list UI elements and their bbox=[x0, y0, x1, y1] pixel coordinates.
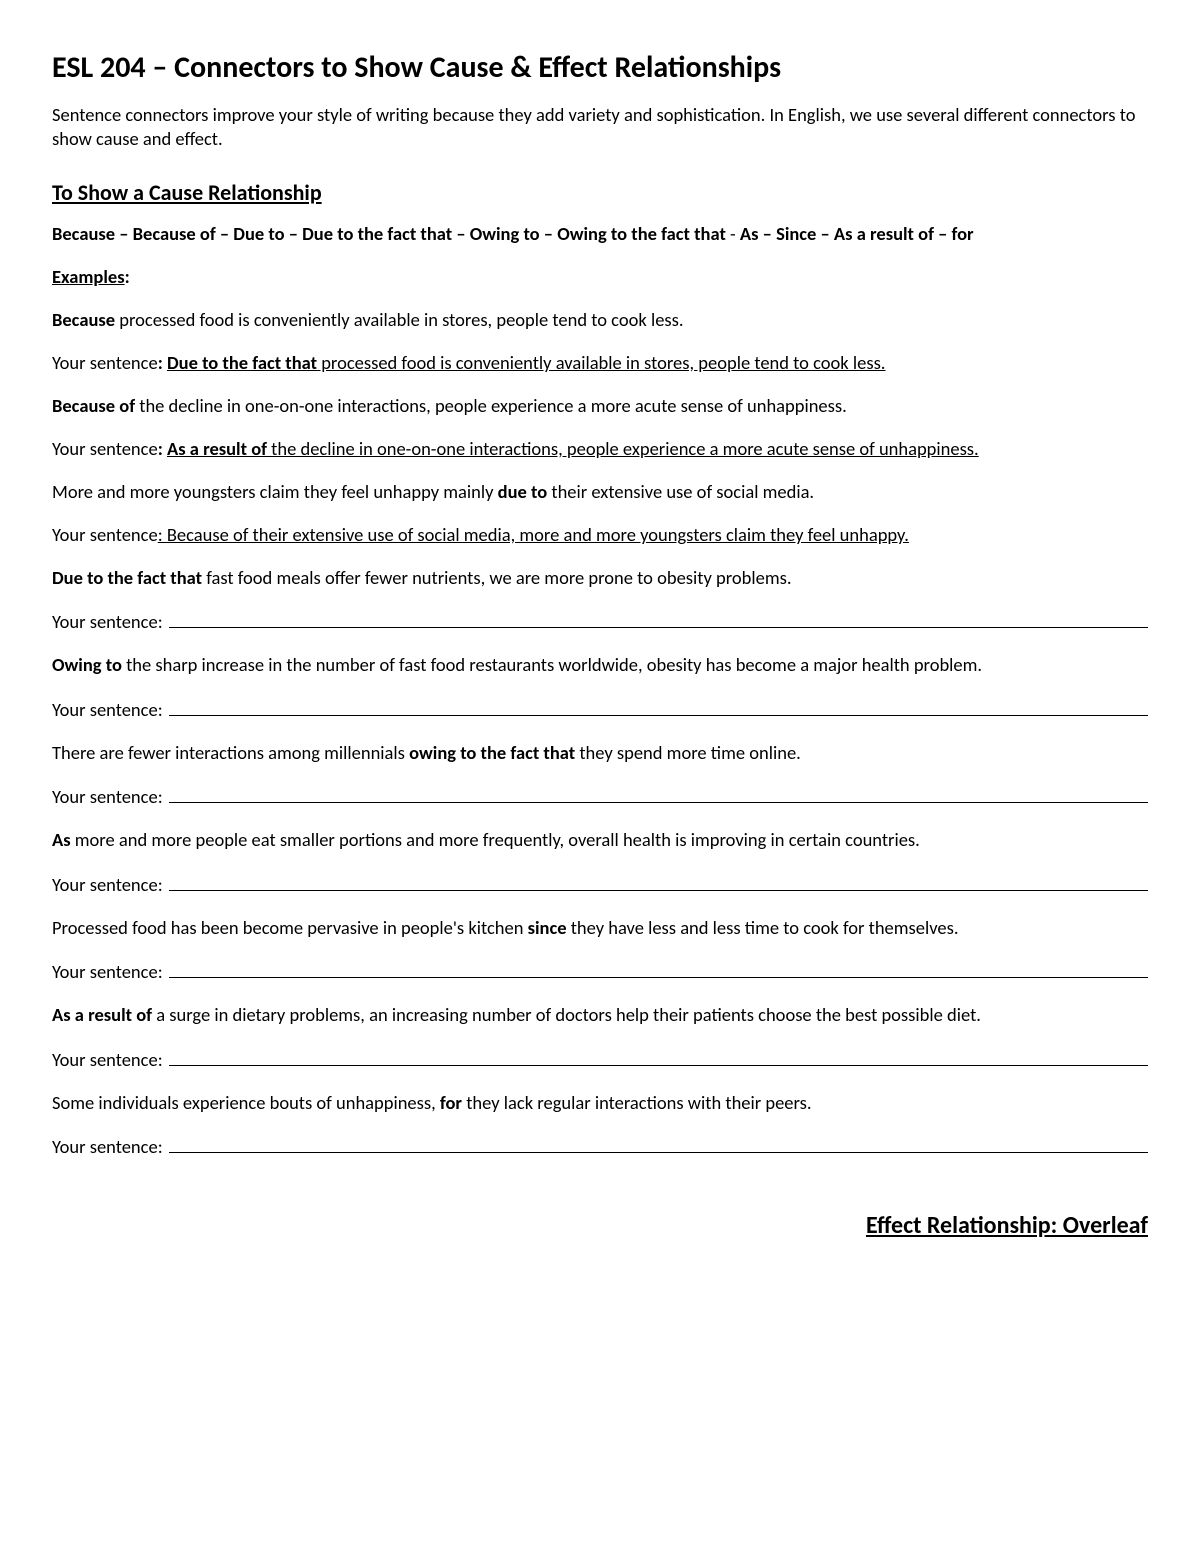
example-5: Owing to the sharp increase in the numbe… bbox=[52, 653, 1148, 678]
blank-line[interactable] bbox=[169, 696, 1148, 716]
your-sentence-3-label: Your sentence bbox=[52, 523, 158, 546]
your-sentence-2: Your sentence: As a result of the declin… bbox=[52, 437, 1148, 462]
example-4-text: fast food meals offer fewer nutrients, w… bbox=[202, 566, 791, 589]
example-10-a: Some individuals experience bouts of unh… bbox=[52, 1091, 440, 1114]
section-heading: To Show a Cause Relationship bbox=[52, 178, 1148, 208]
your-sentence-10: Your sentence: bbox=[52, 1133, 1148, 1159]
your-sentence-10-label: Your sentence: bbox=[52, 1135, 163, 1160]
example-10: Some individuals experience bouts of unh… bbox=[52, 1091, 1148, 1116]
your-sentence-9: Your sentence: bbox=[52, 1046, 1148, 1072]
example-7-connector: As bbox=[52, 828, 71, 851]
example-8-c: they have less and less time to cook for… bbox=[567, 916, 959, 939]
your-sentence-4-label: Your sentence: bbox=[52, 610, 163, 635]
your-sentence-7: Your sentence: bbox=[52, 871, 1148, 897]
example-6-c: they spend more time online. bbox=[575, 741, 801, 764]
example-8: Processed food has been become pervasive… bbox=[52, 916, 1148, 941]
footer-text: Effect Relationship: Overleaf bbox=[52, 1210, 1148, 1242]
examples-word: Examples bbox=[52, 265, 125, 288]
your-sentence-1-rest: processed food is conveniently available… bbox=[317, 351, 885, 374]
blank-line[interactable] bbox=[169, 871, 1148, 891]
blank-line[interactable] bbox=[169, 959, 1148, 979]
page-title: ESL 204 – Connectors to Show Cause & Eff… bbox=[52, 48, 1148, 89]
example-2-connector: Because of bbox=[52, 394, 135, 417]
examples-colon: : bbox=[125, 265, 130, 288]
example-1: Because processed food is conveniently a… bbox=[52, 308, 1148, 333]
example-3-connector: due to bbox=[498, 480, 548, 503]
your-sentence-7-label: Your sentence: bbox=[52, 873, 163, 898]
your-sentence-1-label: Your sentence bbox=[52, 351, 158, 374]
example-7: As more and more people eat smaller port… bbox=[52, 828, 1148, 853]
example-1-text: processed food is conveniently available… bbox=[115, 308, 683, 331]
example-3-c: their extensive use of social media. bbox=[547, 480, 814, 503]
example-10-connector: for bbox=[440, 1091, 462, 1114]
example-6: There are fewer interactions among mille… bbox=[52, 741, 1148, 766]
blank-line[interactable] bbox=[169, 609, 1148, 629]
your-sentence-3: Your sentence: Because of their extensiv… bbox=[52, 523, 1148, 548]
example-3: More and more youngsters claim they feel… bbox=[52, 480, 1148, 505]
example-9-text: a surge in dietary problems, an increasi… bbox=[152, 1003, 981, 1026]
example-4-connector: Due to the fact that bbox=[52, 566, 202, 589]
example-9-connector: As a result of bbox=[52, 1003, 152, 1026]
example-3-a: More and more youngsters claim they feel… bbox=[52, 480, 498, 503]
your-sentence-2-connector: As a result of bbox=[167, 437, 267, 460]
examples-label: Examples: bbox=[52, 265, 1148, 290]
your-sentence-1: Your sentence: Due to the fact that proc… bbox=[52, 351, 1148, 376]
example-7-text: more and more people eat smaller portion… bbox=[71, 828, 920, 851]
your-sentence-5: Your sentence: bbox=[52, 696, 1148, 722]
connector-list: Because – Because of – Due to – Due to t… bbox=[52, 222, 1148, 247]
your-sentence-8-label: Your sentence: bbox=[52, 960, 163, 985]
example-8-connector: since bbox=[528, 916, 567, 939]
your-sentence-9-label: Your sentence: bbox=[52, 1048, 163, 1073]
example-8-a: Processed food has been become pervasive… bbox=[52, 916, 528, 939]
example-4: Due to the fact that fast food meals off… bbox=[52, 566, 1148, 591]
example-10-c: they lack regular interactions with thei… bbox=[462, 1091, 812, 1114]
example-9: As a result of a surge in dietary proble… bbox=[52, 1003, 1148, 1028]
example-5-text: the sharp increase in the number of fast… bbox=[122, 653, 982, 676]
example-2: Because of the decline in one-on-one int… bbox=[52, 394, 1148, 419]
example-2-text: the decline in one-on-one interactions, … bbox=[135, 394, 847, 417]
connector-list-a: Because – Because of – Due to – Due to t… bbox=[52, 222, 730, 245]
blank-line[interactable] bbox=[169, 1046, 1148, 1066]
your-sentence-6: Your sentence: bbox=[52, 784, 1148, 810]
your-sentence-2-label: Your sentence bbox=[52, 437, 158, 460]
your-sentence-1-connector: Due to the fact that bbox=[167, 351, 317, 374]
your-sentence-3-rest: : Because of their extensive use of soci… bbox=[158, 523, 909, 546]
your-sentence-2-rest: the decline in one-on-one interactions, … bbox=[267, 437, 979, 460]
connector-list-b: As – Since – As a result of – for bbox=[740, 222, 974, 245]
your-sentence-4: Your sentence: bbox=[52, 609, 1148, 635]
blank-line[interactable] bbox=[169, 784, 1148, 804]
connector-list-sep: - bbox=[730, 222, 740, 245]
your-sentence-5-label: Your sentence: bbox=[52, 698, 163, 723]
your-sentence-8: Your sentence: bbox=[52, 959, 1148, 985]
example-6-a: There are fewer interactions among mille… bbox=[52, 741, 409, 764]
your-sentence-6-label: Your sentence: bbox=[52, 785, 163, 810]
example-1-connector: Because bbox=[52, 308, 115, 331]
blank-line[interactable] bbox=[169, 1133, 1148, 1153]
example-5-connector: Owing to bbox=[52, 653, 122, 676]
intro-paragraph: Sentence connectors improve your style o… bbox=[52, 103, 1148, 153]
example-6-connector: owing to the fact that bbox=[409, 741, 575, 764]
